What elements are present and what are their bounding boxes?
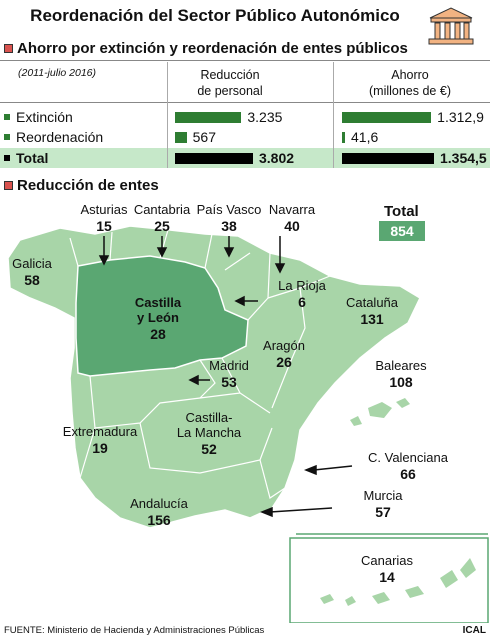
region-value-cantabria: 25 bbox=[154, 218, 170, 234]
region-value-castilla-y-leon: 28 bbox=[150, 326, 166, 342]
table-row: Total 3.802 1.354,5 bbox=[0, 148, 490, 168]
brand-logo: ICAL bbox=[462, 625, 486, 636]
column-header-personal: Reducción de personal bbox=[197, 68, 263, 98]
canarias-frame bbox=[289, 537, 489, 623]
section-savings-title: Ahorro por extinción y reordenación de e… bbox=[4, 40, 408, 57]
region-value-baleares: 108 bbox=[389, 374, 413, 390]
total-value: 854 bbox=[379, 221, 425, 241]
region-label-cantabria: Cantabria bbox=[133, 202, 191, 217]
row-marker-icon bbox=[4, 155, 10, 161]
region-label-castilla-y-leon: Castilla y León bbox=[134, 295, 182, 325]
source-note: FUENTE: Ministerio de Hacienda y Adminis… bbox=[4, 625, 265, 636]
region-label-catalunya: Cataluña bbox=[345, 295, 399, 310]
region-label-castilla-la-mancha: Castilla- La Mancha bbox=[176, 410, 242, 440]
region-label-baleares: Baleares bbox=[375, 358, 427, 373]
region-value-canarias: 14 bbox=[379, 569, 395, 585]
region-label-galicia: Galicia bbox=[12, 256, 52, 271]
region-label-aragon: Aragón bbox=[263, 338, 305, 353]
region-label-asturias: Asturias bbox=[80, 202, 128, 217]
spain-map bbox=[7, 225, 489, 623]
region-label-extremadura: Extremadura bbox=[62, 424, 138, 439]
region-value-c-valenciana: 66 bbox=[400, 466, 416, 482]
value-ahorro: 1.312,9 bbox=[437, 109, 484, 125]
region-value-aragon: 26 bbox=[276, 354, 292, 370]
page-title: Reordenación del Sector Público Autonómi… bbox=[30, 6, 400, 25]
row-marker-icon bbox=[4, 134, 10, 140]
region-value-pais-vasco: 38 bbox=[221, 218, 237, 234]
bar-ahorro bbox=[342, 153, 434, 164]
region-label-murcia: Murcia bbox=[363, 488, 403, 503]
region-value-andalucia: 156 bbox=[147, 512, 171, 528]
total-label: Total bbox=[384, 203, 419, 220]
value-ahorro: 41,6 bbox=[351, 129, 379, 145]
region-shape-canarias bbox=[320, 558, 476, 606]
region-value-murcia: 57 bbox=[375, 504, 391, 520]
row-label: Total bbox=[4, 150, 48, 166]
callout-arrows bbox=[98, 236, 353, 518]
bar-personal bbox=[175, 132, 187, 143]
table-row: Reordenación 567 41,6 bbox=[0, 127, 490, 147]
bar-personal bbox=[175, 153, 253, 164]
value-personal: 3.802 bbox=[259, 150, 295, 166]
temple-icon bbox=[428, 7, 474, 45]
row-label: Reordenación bbox=[4, 129, 103, 145]
column-divider bbox=[333, 62, 334, 168]
region-label-pais-vasco: País Vasco bbox=[196, 202, 262, 217]
region-value-catalunya: 131 bbox=[360, 311, 384, 327]
region-label-andalucia: Andalucía bbox=[130, 496, 188, 511]
value-personal: 3.235 bbox=[247, 109, 283, 125]
column-divider bbox=[167, 62, 168, 168]
period-note: (2011-julio 2016) bbox=[18, 67, 97, 79]
divider bbox=[0, 102, 490, 103]
region-value-la-rioja: 6 bbox=[298, 294, 306, 310]
value-ahorro: 1.354,5 bbox=[440, 150, 487, 166]
bar-ahorro bbox=[342, 112, 432, 123]
region-label-madrid: Madrid bbox=[209, 358, 249, 373]
column-header-ahorro: Ahorro (millones de €) bbox=[369, 68, 451, 98]
region-label-la-rioja: La Rioja bbox=[278, 278, 326, 293]
region-value-extremadura: 19 bbox=[92, 440, 108, 456]
section-entes-title: Reducción de entes bbox=[4, 177, 159, 194]
section-marker-icon bbox=[4, 181, 13, 190]
region-value-galicia: 58 bbox=[24, 272, 40, 288]
region-value-madrid: 53 bbox=[221, 374, 237, 390]
row-label: Extinción bbox=[4, 109, 73, 125]
value-personal: 567 bbox=[192, 129, 216, 145]
region-value-castilla-la-mancha: 52 bbox=[201, 441, 217, 457]
bar-ahorro bbox=[342, 132, 345, 143]
bar-personal bbox=[175, 112, 242, 123]
row-marker-icon bbox=[4, 114, 10, 120]
region-shape-baleares bbox=[350, 398, 410, 426]
section-marker-icon bbox=[4, 44, 13, 53]
region-label-c-valenciana: C. Valenciana bbox=[368, 450, 448, 465]
region-borders bbox=[69, 229, 331, 499]
region-label-canarias: Canarias bbox=[360, 553, 414, 568]
divider bbox=[0, 60, 490, 61]
region-value-asturias: 15 bbox=[96, 218, 112, 234]
table-row: Extinción 3.235 1.312,9 bbox=[0, 107, 490, 127]
region-value-navarra: 40 bbox=[284, 218, 300, 234]
region-label-navarra: Navarra bbox=[268, 202, 316, 217]
